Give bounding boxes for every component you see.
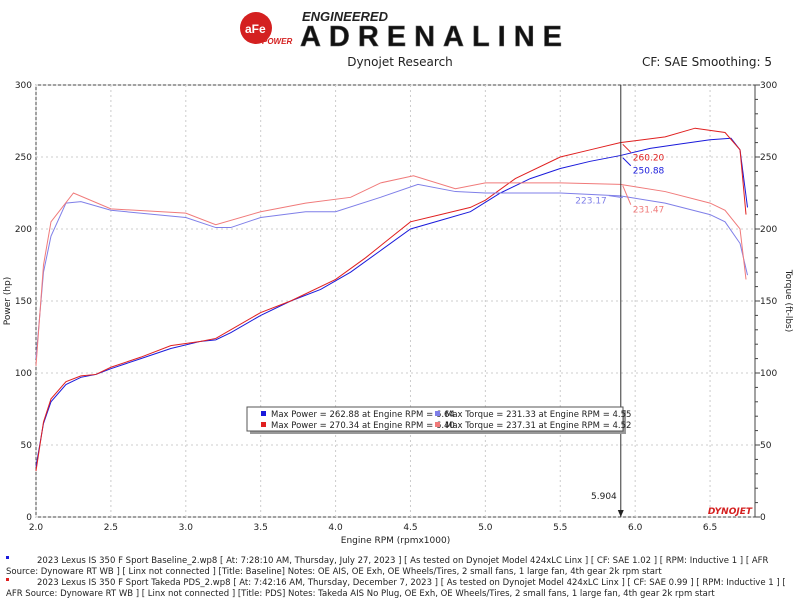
dynojet-mark: DYNOJET <box>708 507 753 517</box>
series-line-2 <box>35 183 748 359</box>
svg-text:POWER: POWER <box>262 37 292 46</box>
y2-tick-label: 150 <box>760 297 777 307</box>
x-tick-label: 3.5 <box>254 523 268 533</box>
x-tick-label: 5.5 <box>553 523 567 533</box>
cursor-readout: 223.17 <box>575 197 607 207</box>
y2-tick-label: 200 <box>760 225 777 235</box>
y-tick-label: 150 <box>15 297 32 307</box>
legend-entry: Max Torque = 231.33 at Engine RPM = 4.55 <box>445 410 631 420</box>
legend-entry: Max Power = 270.34 at Engine RPM = 6.40 <box>271 421 455 431</box>
x-tick-label: 4.0 <box>328 523 343 533</box>
y-tick-label: 0 <box>26 513 32 523</box>
cursor-pointer <box>622 185 632 205</box>
afe-logo: aFe POWER ENGINEERED ADRENALINE <box>240 9 562 50</box>
legend-swatch <box>261 411 266 416</box>
y-tick-label: 250 <box>15 153 32 163</box>
y-tick-label: 50 <box>21 441 33 451</box>
x-tick-label: 2.0 <box>29 523 44 533</box>
cursor-pointer <box>622 143 632 153</box>
series-line-1 <box>35 127 747 471</box>
x-tick-label: 5.0 <box>478 523 493 533</box>
run-1-marker <box>6 556 9 559</box>
y2-tick-label: 0 <box>760 513 766 523</box>
y-tick-label: 100 <box>15 369 32 379</box>
dyno-chart: 2.0 2.5 3.0 3.5 4.0 4.5 5.0 5.5 6.0 6.5 0 0 50 50 100 1… <box>3 81 793 546</box>
y2-tick-label: 100 <box>760 369 777 379</box>
x-axis-label: Engine RPM (rpmx1000) <box>341 536 450 546</box>
run-2-marker <box>6 578 9 581</box>
cursor-value: 5.904 <box>591 492 617 502</box>
x-tick-label: 6.0 <box>628 523 643 533</box>
footer-run-1: 2023 Lexus IS 350 F Sport Baseline_2.wp8… <box>6 556 796 578</box>
legend-swatch <box>261 422 266 427</box>
cursor-pointer <box>622 157 632 167</box>
cf-info: CF: SAE Smoothing: 5 <box>641 55 772 69</box>
legend-entry: Max Torque = 237.31 at Engine RPM = 4.52 <box>445 421 631 431</box>
chart-subtitle: Dynojet Research <box>347 55 453 69</box>
cursor-pointer <box>608 195 623 199</box>
legend-swatch <box>435 422 440 427</box>
legend-entry: Max Power = 262.88 at Engine RPM = 6.64 <box>271 410 455 420</box>
footer-run-2-text: 2023 Lexus IS 350 F Sport Takeda PDS_2.w… <box>6 578 786 599</box>
x-tick-label: 3.0 <box>179 523 194 533</box>
cursor-readout: 250.88 <box>633 167 665 177</box>
series-line-3 <box>35 175 747 366</box>
footer-run-2: 2023 Lexus IS 350 F Sport Takeda PDS_2.w… <box>6 578 796 600</box>
cursor-arrow <box>617 510 624 517</box>
y2-tick-label: 250 <box>760 153 777 163</box>
x-tick-label: 4.5 <box>403 523 417 533</box>
legend-swatch <box>435 411 440 416</box>
svg-text:aFe: aFe <box>245 22 266 36</box>
cursor-readout: 231.47 <box>633 206 665 216</box>
logo-main: ADRENALINE <box>300 21 562 50</box>
logo-top: ENGINEERED <box>302 9 389 24</box>
y-tick-label: 300 <box>15 81 32 91</box>
y2-axis-label: Torque (ft-lbs) <box>783 269 793 333</box>
y2-tick-label: 50 <box>760 441 772 451</box>
y-axis-label: Power (hp) <box>3 277 13 326</box>
x-tick-label: 2.5 <box>104 523 118 533</box>
y2-tick-label: 300 <box>760 81 777 91</box>
footer-run-1-text: 2023 Lexus IS 350 F Sport Baseline_2.wp8… <box>6 556 769 577</box>
y-tick-label: 200 <box>15 225 32 235</box>
afe-badge <box>240 12 272 44</box>
x-tick-label: 6.5 <box>703 523 717 533</box>
cursor-readout: 260.20 <box>633 153 665 163</box>
